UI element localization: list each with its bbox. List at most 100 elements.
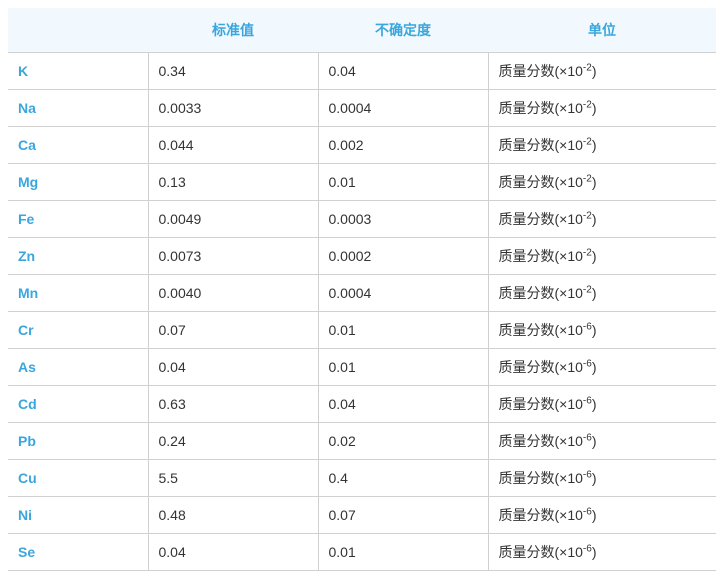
header-unit: 单位: [488, 8, 716, 53]
cell-unit: 质量分数(×10-2): [488, 201, 716, 238]
unit-prefix: 质量分数(×10: [499, 322, 583, 338]
cell-uncertainty: 0.4: [318, 460, 488, 497]
unit-exponent: -6: [583, 321, 592, 332]
unit-exponent: -2: [583, 136, 592, 147]
unit-suffix: ): [592, 285, 597, 301]
table-row: Ni0.480.07 质量分数(×10-6): [8, 497, 716, 534]
unit-prefix: 质量分数(×10: [499, 396, 583, 412]
cell-uncertainty: 0.01: [318, 312, 488, 349]
cell-unit: 质量分数(×10-2): [488, 238, 716, 275]
cell-standard: 0.0073: [148, 238, 318, 275]
data-table: 标准值 不确定度 单位 K0.340.04质量分数(×10-2)Na0.0033…: [8, 8, 716, 571]
cell-unit: 质量分数(×10-6): [488, 460, 716, 497]
table-row: As0.040.01质量分数(×10-6): [8, 349, 716, 386]
unit-suffix: ): [592, 507, 597, 523]
unit-prefix: 质量分数(×10: [499, 174, 583, 190]
unit-prefix: 质量分数(×10: [499, 137, 583, 153]
table-row: Mn0.00400.0004质量分数(×10-2): [8, 275, 716, 312]
cell-uncertainty: 0.0002: [318, 238, 488, 275]
table-row: Pb0.240.02 质量分数(×10-6): [8, 423, 716, 460]
unit-exponent: -6: [583, 432, 592, 443]
cell-uncertainty: 0.01: [318, 164, 488, 201]
cell-element: Pb: [8, 423, 148, 460]
cell-element: Fe: [8, 201, 148, 238]
cell-unit: 质量分数(×10-2): [488, 90, 716, 127]
cell-standard: 0.04: [148, 534, 318, 571]
table-header-row: 标准值 不确定度 单位: [8, 8, 716, 53]
unit-suffix: ): [592, 359, 597, 375]
table-row: K0.340.04质量分数(×10-2): [8, 53, 716, 90]
unit-exponent: -6: [583, 543, 592, 554]
table-row: Fe0.00490.0003质量分数(×10-2): [8, 201, 716, 238]
cell-standard: 0.0040: [148, 275, 318, 312]
cell-standard: 0.0049: [148, 201, 318, 238]
table-row: Se0.040.01质量分数(×10-6): [8, 534, 716, 571]
unit-prefix: 质量分数(×10: [499, 248, 583, 264]
unit-suffix: ): [592, 174, 597, 190]
cell-unit: 质量分数(×10-6): [488, 312, 716, 349]
cell-uncertainty: 0.0003: [318, 201, 488, 238]
unit-exponent: -6: [583, 358, 592, 369]
unit-exponent: -2: [583, 210, 592, 221]
cell-unit: 质量分数(×10-6): [488, 534, 716, 571]
cell-standard: 0.0033: [148, 90, 318, 127]
cell-element: Ni: [8, 497, 148, 534]
cell-element: Cu: [8, 460, 148, 497]
cell-element: Mn: [8, 275, 148, 312]
table-row: Cu5.50.4质量分数(×10-6): [8, 460, 716, 497]
unit-prefix: 质量分数(×10: [499, 100, 583, 116]
cell-standard: 0.07: [148, 312, 318, 349]
header-standard: 标准值: [148, 8, 318, 53]
unit-prefix: 质量分数(×10: [499, 507, 583, 523]
table-row: Na0.00330.0004质量分数(×10-2): [8, 90, 716, 127]
cell-standard: 5.5: [148, 460, 318, 497]
unit-suffix: ): [592, 137, 597, 153]
cell-element: Zn: [8, 238, 148, 275]
unit-exponent: -2: [583, 99, 592, 110]
cell-unit: 质量分数(×10-2): [488, 127, 716, 164]
unit-exponent: -6: [583, 506, 592, 517]
cell-standard: 0.63: [148, 386, 318, 423]
unit-exponent: -6: [583, 469, 592, 480]
cell-uncertainty: 0.01: [318, 349, 488, 386]
unit-exponent: -2: [583, 247, 592, 258]
cell-standard: 0.044: [148, 127, 318, 164]
unit-suffix: ): [592, 100, 597, 116]
unit-exponent: -2: [583, 62, 592, 73]
cell-unit: 质量分数(×10-2): [488, 164, 716, 201]
cell-standard: 0.13: [148, 164, 318, 201]
unit-prefix: 质量分数(×10: [499, 433, 583, 449]
unit-prefix: 质量分数(×10: [499, 470, 583, 486]
unit-suffix: ): [592, 396, 597, 412]
cell-element: Ca: [8, 127, 148, 164]
table-row: Ca0.0440.002质量分数(×10-2): [8, 127, 716, 164]
cell-element: As: [8, 349, 148, 386]
cell-uncertainty: 0.04: [318, 53, 488, 90]
unit-prefix: 质量分数(×10: [499, 211, 583, 227]
cell-uncertainty: 0.07: [318, 497, 488, 534]
cell-standard: 0.24: [148, 423, 318, 460]
unit-suffix: ): [592, 211, 597, 227]
cell-unit: 质量分数(×10-6): [488, 386, 716, 423]
header-element: [8, 8, 148, 53]
unit-suffix: ): [592, 63, 597, 79]
cell-uncertainty: 0.0004: [318, 90, 488, 127]
unit-exponent: -2: [583, 284, 592, 295]
unit-suffix: ): [592, 433, 597, 449]
cell-unit: 质量分数(×10-2): [488, 53, 716, 90]
cell-uncertainty: 0.02: [318, 423, 488, 460]
unit-exponent: -2: [583, 173, 592, 184]
cell-element: Cd: [8, 386, 148, 423]
table-row: Cd0.630.04质量分数(×10-6): [8, 386, 716, 423]
cell-element: Mg: [8, 164, 148, 201]
cell-uncertainty: 0.04: [318, 386, 488, 423]
unit-exponent: -6: [583, 395, 592, 406]
unit-suffix: ): [592, 470, 597, 486]
cell-uncertainty: 0.01: [318, 534, 488, 571]
unit-prefix: 质量分数(×10: [499, 285, 583, 301]
cell-uncertainty: 0.002: [318, 127, 488, 164]
cell-element: Cr: [8, 312, 148, 349]
header-uncertainty: 不确定度: [318, 8, 488, 53]
cell-standard: 0.34: [148, 53, 318, 90]
cell-standard: 0.48: [148, 497, 318, 534]
